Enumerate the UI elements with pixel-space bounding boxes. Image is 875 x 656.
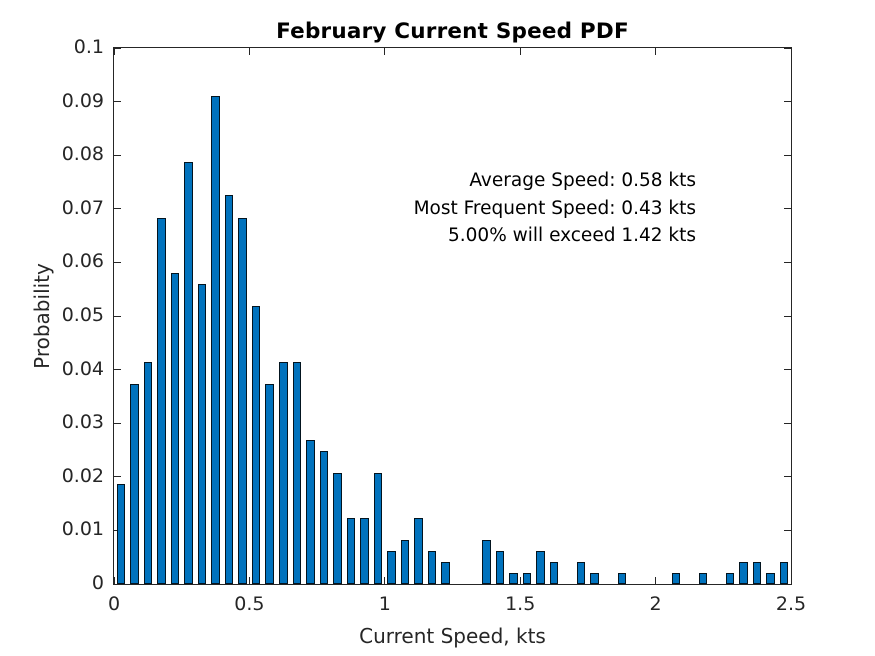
histogram-bar [265,384,274,584]
histogram-bar [143,362,153,584]
histogram-bar [427,550,437,584]
y-tick-label: 0.01 [61,518,104,541]
x-tick-label: 0 [107,593,121,615]
histogram-bar [576,562,586,584]
histogram-bar [346,517,356,584]
y-tick-mark [114,476,121,478]
y-tick-mark [784,315,791,317]
histogram-bar [251,306,261,584]
histogram-bar [279,362,288,584]
x-tick-mark [790,48,792,55]
annotation-line-average-speed: Average Speed: 0.58 kts [469,170,696,191]
histogram-bar [238,217,247,584]
histogram-bar [292,362,302,584]
annotation-line-exceedance: 5.00% will exceed 1.42 kts [448,225,696,246]
y-tick-mark [784,261,791,263]
histogram-bar [482,539,491,584]
y-tick-mark [784,369,791,371]
histogram-bar [766,572,775,584]
histogram-bar [671,572,681,584]
histogram-bar [779,562,789,584]
histogram-bar [441,562,450,584]
y-tick-label: 0.08 [61,143,104,166]
y-tick-mark [114,369,121,371]
x-tick-label: 0.5 [234,593,265,615]
histogram-bar [536,550,545,584]
x-tick-mark [384,48,386,55]
y-tick-mark [784,47,791,49]
histogram-bar [184,162,193,584]
y-tick-mark [784,476,791,478]
histogram-bar [414,517,423,584]
histogram-bar [617,572,626,584]
x-tick-mark [519,577,521,584]
x-tick-mark [248,48,250,55]
histogram-bar [130,384,139,584]
histogram-bar [739,562,748,584]
x-tick-mark [519,48,521,55]
x-axis-label: Current Speed, kts [359,624,546,648]
y-tick-mark [784,101,791,103]
y-tick-mark [114,47,121,49]
x-tick-mark [655,577,657,584]
histogram-bar [224,195,234,584]
histogram-bar [725,572,735,584]
y-tick-label: 0.09 [61,89,104,112]
y-tick-mark [114,208,121,210]
histogram-bar [170,273,180,584]
histogram-bar [752,562,762,584]
y-tick-label: 0.04 [61,357,104,380]
histogram-bar [590,572,599,584]
plot-area: Average Speed: 0.58 kts Most Frequent Sp… [113,47,792,585]
histogram-bar [495,550,505,584]
x-tick-mark [113,48,115,55]
histogram-bar [522,572,532,584]
histogram-bar [197,284,207,584]
histogram-bar [387,550,396,584]
histogram-bar [333,473,342,584]
y-tick-label: 0.03 [61,411,104,434]
y-tick-label: 0.1 [73,36,104,59]
y-tick-mark [114,101,121,103]
y-tick-mark [784,583,791,585]
chart-title: February Current Speed PDF [276,19,629,44]
y-tick-mark [784,422,791,424]
y-tick-mark [114,583,121,585]
y-tick-mark [114,154,121,156]
histogram-bar [211,95,220,584]
stats-annotation: Average Speed: 0.58 kts Most Frequent Sp… [414,167,696,250]
y-tick-mark [114,422,121,424]
x-tick-mark [248,577,250,584]
y-tick-mark [784,529,791,531]
y-tick-mark [114,261,121,263]
x-tick-label: 1 [378,593,391,615]
histogram-bar [360,517,369,584]
histogram-bar [373,473,383,584]
x-tick-mark [655,48,657,55]
x-tick-label: 2 [649,593,662,615]
histogram-bar [549,562,559,584]
annotation-line-most-frequent-speed: Most Frequent Speed: 0.43 kts [413,197,696,219]
x-tick-label: 2.5 [775,593,807,615]
histogram-bar [509,572,518,584]
y-tick-label: 0.02 [61,464,104,487]
histogram-bar [116,484,126,584]
x-tick-mark [384,577,386,584]
x-tick-mark [790,577,792,584]
y-tick-mark [114,315,121,317]
y-tick-mark [784,154,791,156]
y-tick-label: 0 [91,572,104,595]
x-tick-mark [113,577,115,584]
histogram-bar [319,451,329,584]
y-tick-label: 0.05 [61,304,104,327]
histogram-bar [400,539,410,584]
histogram-bar [698,572,708,584]
y-tick-label: 0.07 [61,196,104,219]
histogram-bar [306,439,315,584]
y-tick-label: 0.06 [61,250,104,273]
y-tick-mark [784,208,791,210]
histogram-bar [157,217,166,584]
x-tick-label: 1.5 [505,593,536,615]
